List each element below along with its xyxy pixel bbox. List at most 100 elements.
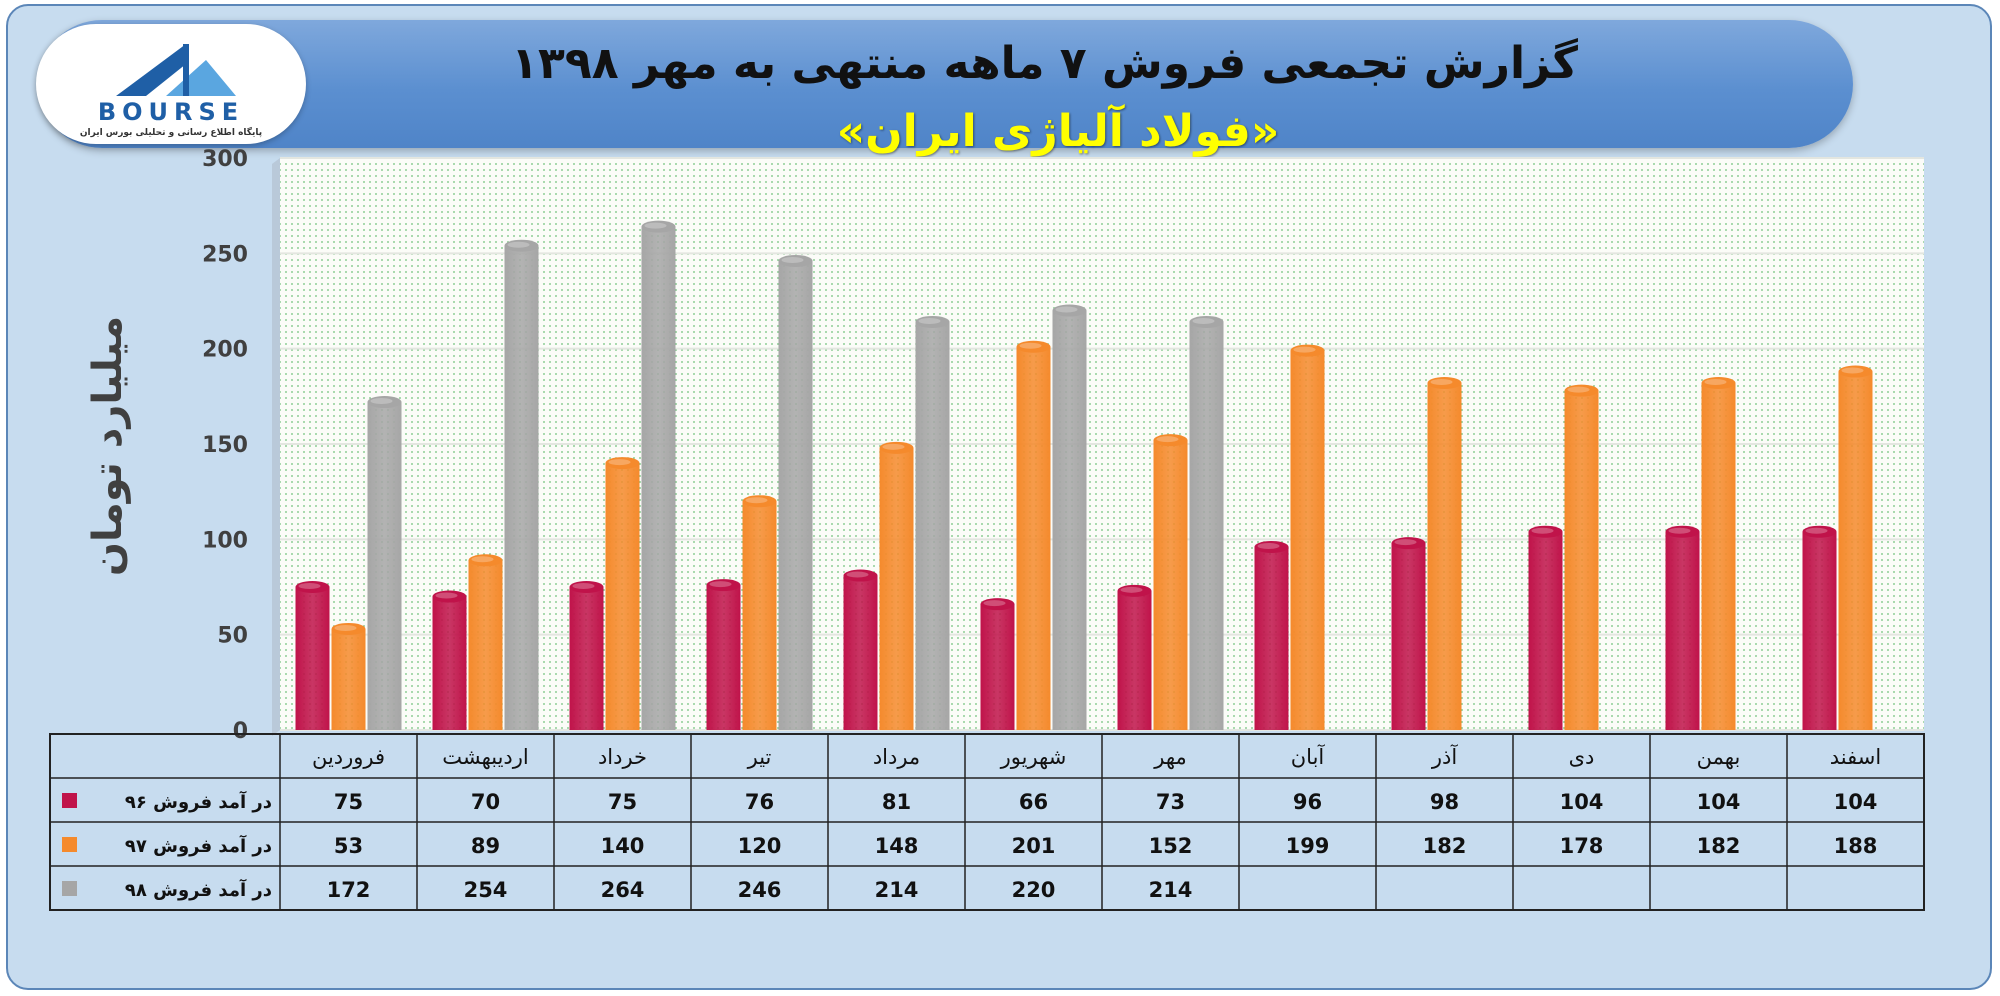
table-value: 89 [471, 834, 500, 858]
bar-top [742, 495, 777, 508]
bar-top [1016, 340, 1051, 353]
bar [1528, 531, 1563, 730]
x-category-label: اردیبهشت [442, 745, 529, 769]
legend-label: در آمد فروش ۹۶ [125, 790, 272, 813]
bar-top [1391, 537, 1426, 550]
x-category-label: شهریور [1000, 745, 1067, 769]
bar [980, 604, 1015, 730]
table-value: 254 [464, 878, 508, 902]
x-category-label: فروردین [312, 745, 385, 769]
bar-top [641, 220, 676, 233]
bar-top-highlight [334, 624, 357, 631]
bar-top [1052, 304, 1087, 317]
bar-top [432, 590, 467, 603]
bar-top-highlight [1805, 527, 1828, 534]
bar-top [1564, 384, 1599, 397]
bar [1290, 350, 1325, 730]
bar-top [331, 622, 366, 635]
chart-frame: گزارش تجمعی فروش ۷ ماهه منتهی به مهر ۱۳۹… [6, 4, 1992, 990]
table-value: 120 [738, 834, 782, 858]
bar-top-highlight [1668, 527, 1691, 534]
bourse24-logo: BOURSE پایگاه اطلاع رسانی و تحلیلی بورس … [36, 24, 306, 144]
bar-top [1189, 315, 1224, 328]
bar-top-highlight [1055, 306, 1078, 313]
bar [915, 321, 950, 730]
x-category-label: آبان [1291, 744, 1326, 769]
x-category-label: دی [1569, 745, 1595, 769]
bar-top [1665, 525, 1700, 538]
bar-top-highlight [983, 600, 1006, 607]
table-value: 140 [601, 834, 645, 858]
bar [1117, 590, 1152, 730]
bar [1254, 546, 1289, 730]
table-value: 75 [608, 790, 637, 814]
bar [1564, 390, 1599, 730]
bar-top-highlight [1531, 527, 1554, 534]
table-value: 98 [1430, 790, 1459, 814]
table-value: 104 [1697, 790, 1741, 814]
bar [1016, 346, 1051, 730]
bar-top-highlight [471, 556, 494, 563]
bar-top-highlight [1430, 378, 1453, 385]
bar [1802, 531, 1837, 730]
bar [706, 585, 741, 730]
chart-subtitle: «فولاد آلیاژی ایران» [836, 106, 1280, 157]
x-category-label: مرداد [873, 745, 920, 769]
bar [1838, 371, 1873, 730]
legend-swatch [62, 793, 77, 808]
table-value: 53 [334, 834, 363, 858]
bar-top-highlight [435, 592, 458, 599]
bar-top [504, 239, 539, 252]
bar-top-highlight [1120, 586, 1143, 593]
bar-top-highlight [918, 317, 941, 324]
bar-top-highlight [1704, 378, 1727, 385]
bar-top-highlight [1567, 386, 1590, 393]
x-category-label: تیر [747, 745, 772, 769]
bar-top-highlight [298, 583, 321, 589]
bar [1701, 382, 1736, 730]
bar-top [1153, 434, 1188, 447]
x-category-label: بهمن [1697, 745, 1741, 769]
y-tick-label: 100 [202, 528, 248, 553]
bar-top-highlight [781, 256, 804, 263]
table-value: 214 [875, 878, 919, 902]
table-value: 182 [1423, 834, 1467, 858]
table-value: 188 [1834, 834, 1878, 858]
bar-top [569, 581, 604, 593]
bar [778, 260, 813, 730]
bar-top-highlight [846, 571, 869, 578]
y-tick-label: 250 [202, 242, 248, 267]
table-value: 214 [1149, 878, 1193, 902]
bar-chart: 0 50 100 150 200 250 300 فروردین اردیبهشت خرداد تی… [49, 147, 1925, 911]
bar-top [1117, 584, 1152, 597]
bar-top [915, 315, 950, 328]
y-tick-label: 300 [202, 147, 248, 172]
bar-top-highlight [1156, 436, 1179, 443]
table-value: 76 [745, 790, 774, 814]
bar-top-highlight [644, 222, 667, 229]
y-tick-label: 0 [233, 719, 248, 744]
bar [1052, 310, 1087, 730]
bar-top [1427, 376, 1462, 389]
table-value: 81 [882, 790, 911, 814]
bar [295, 587, 330, 730]
bar-top [980, 598, 1015, 611]
bar-top-highlight [1019, 342, 1042, 349]
bar-top-highlight [1257, 542, 1280, 549]
legend-swatch [62, 881, 77, 896]
bar-top [706, 579, 741, 592]
bar-top [1802, 525, 1837, 538]
bar [742, 501, 777, 730]
x-category-label: خرداد [598, 745, 647, 769]
bar-top-highlight [882, 443, 905, 450]
bar [331, 628, 366, 730]
bar [468, 560, 503, 730]
bar-top-highlight [709, 581, 732, 588]
bar [367, 402, 402, 730]
bar [1153, 440, 1188, 730]
table-value: 220 [1012, 878, 1056, 902]
bar-top-highlight [370, 398, 393, 405]
table-value: 152 [1149, 834, 1193, 858]
bar-top [1701, 376, 1736, 389]
table-value: 199 [1286, 834, 1330, 858]
